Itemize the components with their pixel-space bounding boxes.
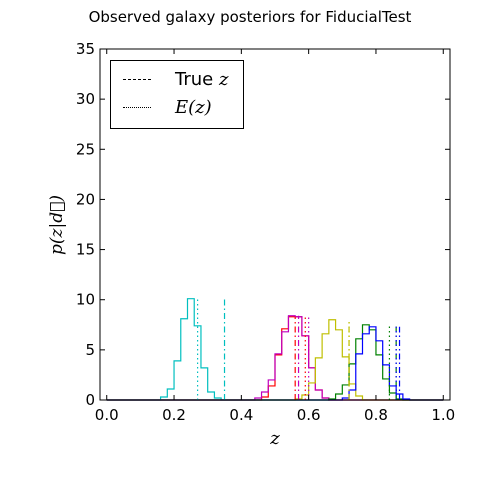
x-tick-label: 0.0 [95, 406, 119, 424]
legend-swatch-dashdot [123, 79, 151, 80]
legend-swatch-dotted [123, 107, 151, 108]
legend-label-mean-z: E(z) [175, 97, 212, 118]
y-tick-label: 5 [85, 341, 95, 359]
x-tick-label: 0.2 [162, 406, 186, 424]
x-tick-label: 0.8 [364, 406, 388, 424]
chart-title: Observed galaxy posteriors for FiducialT… [88, 8, 412, 26]
x-tick-label: 1.0 [431, 406, 455, 424]
legend: True z E(z) [110, 60, 244, 129]
y-tick-label: 35 [76, 40, 95, 58]
y-tick-label: 30 [76, 90, 95, 108]
tick-layer: 0.0 0.2 0.4 0.6 0.8 1.0 0 5 10 15 20 25 30 35 [76, 40, 455, 424]
legend-label-true-z: True z [175, 69, 229, 90]
legend-item-true-z: True z [111, 69, 245, 90]
marker-layer [196, 298, 401, 400]
y-tick-label: 0 [85, 391, 95, 409]
x-tick-label: 0.4 [229, 406, 253, 424]
y-tick-label: 25 [76, 140, 95, 158]
x-axis-label: z [270, 428, 280, 449]
x-tick-label: 0.6 [297, 406, 321, 424]
y-axis-label: p(z|d⃗) [47, 195, 67, 255]
plot-frame [99, 48, 451, 401]
y-tick-label: 10 [76, 291, 95, 309]
y-tick-label: 20 [76, 190, 95, 208]
y-tick-label: 15 [76, 241, 95, 259]
histogram-series-2 [106, 315, 444, 401]
legend-item-mean-z: E(z) [111, 97, 245, 118]
series-layer [106, 298, 444, 401]
